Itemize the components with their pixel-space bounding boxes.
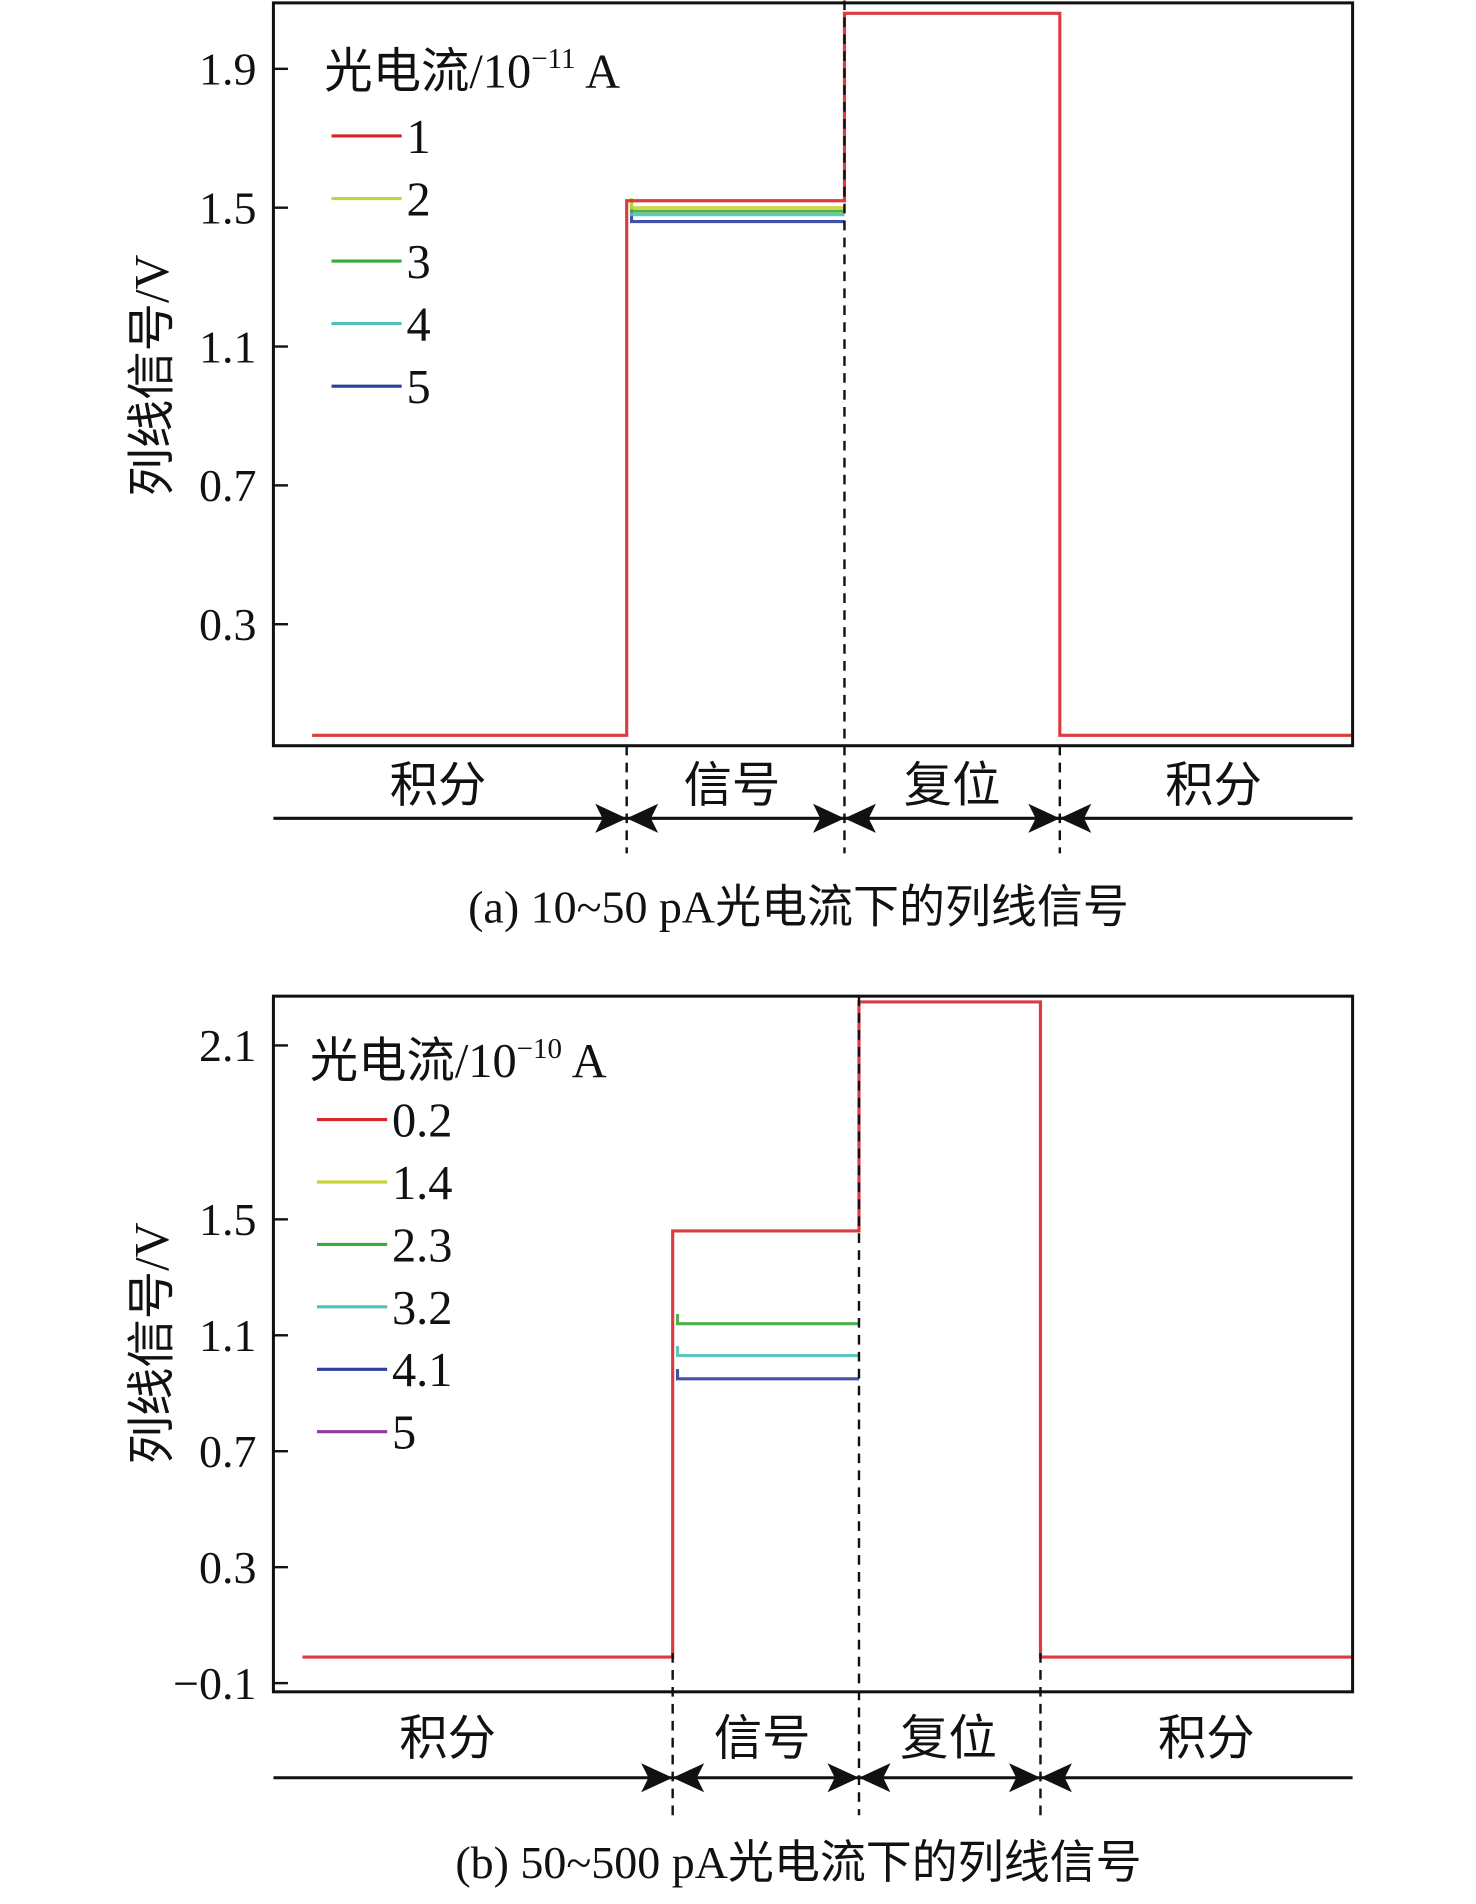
phase-label: 信号	[684, 759, 781, 812]
legend-label: 1.4	[392, 1157, 452, 1210]
legend-title: 光电流/10−11 A	[324, 43, 620, 98]
arrowhead-left	[844, 803, 876, 833]
legend-label: 2.3	[392, 1219, 452, 1272]
legend-label: 3	[407, 236, 431, 289]
arrowhead-right	[827, 1763, 859, 1793]
arrowhead-left	[1040, 1763, 1072, 1793]
y-tick-label: −0.1	[173, 1658, 256, 1709]
legend-title-unit: A	[572, 1035, 607, 1088]
arrowhead-left	[1059, 803, 1092, 833]
y-tick-label: 1.1	[199, 321, 256, 372]
arrowhead-left	[858, 1763, 891, 1793]
figure-caption: (b) 50~500 pA光电流下的列线信号	[455, 1837, 1141, 1888]
legend-label: 2	[407, 173, 431, 226]
y-tick-label: 0.3	[199, 599, 256, 650]
chart-b: 2.1 1.5 1.1 0.7 0.3 −0.1 列线信号/V 光电流/10−10 A 0.2 1.…	[126, 994, 1355, 1888]
y-tick-label: 2.1	[199, 1020, 256, 1071]
series-line-2.3	[675, 1314, 859, 1326]
arrowhead-right	[813, 803, 845, 833]
legend-label: 3.2	[392, 1282, 452, 1335]
y-tick-label: 1.5	[199, 1194, 256, 1245]
series-line-0.2	[302, 1000, 1353, 1659]
arrowhead-right	[1028, 803, 1060, 833]
y-tick-label: 0.3	[199, 1542, 256, 1593]
arrowhead-left	[626, 803, 659, 833]
phase-label: 积分	[1158, 1713, 1255, 1766]
legend-title: 光电流/10−10 A	[310, 1033, 607, 1088]
phase-label: 积分	[1165, 759, 1262, 812]
legend-label: 0.2	[392, 1095, 452, 1148]
phase-label: 积分	[399, 1713, 496, 1766]
arrowhead-left	[672, 1763, 705, 1793]
legend-label: 4.1	[392, 1344, 452, 1397]
legend-title-unit: A	[585, 46, 620, 99]
figure-caption: (a) 10~50 pA光电流下的列线信号	[468, 881, 1129, 932]
legend-label: 5	[407, 361, 431, 414]
chart-a: 1.9 1.5 1.1 0.7 0.3 列线信号/V 光电流/10−11 A 1 2 3 4 5 积分 信号…	[126, 0, 1355, 932]
series-line-4.1	[675, 1369, 859, 1381]
legend-title-text: 光电流/10	[324, 46, 531, 99]
arrowhead-right	[1009, 1763, 1041, 1793]
legend-title-exponent: −10	[517, 1033, 562, 1065]
y-tick-label: 0.7	[199, 1426, 256, 1477]
legend-label: 4	[407, 299, 431, 352]
arrowhead-right	[595, 803, 627, 833]
phase-label: 复位	[904, 759, 1001, 812]
y-tick-label: 1.1	[199, 1310, 256, 1361]
phase-label: 信号	[714, 1713, 811, 1766]
legend-label: 1	[407, 111, 431, 164]
plot-frame	[271, 994, 1355, 1694]
plot-frame	[271, 1, 1355, 748]
series-line-1	[312, 11, 1353, 737]
arrowhead-right	[641, 1763, 673, 1793]
y-tick-label: 1.9	[199, 44, 256, 95]
y-tick-label: 0.7	[199, 460, 256, 511]
phase-label: 积分	[390, 759, 487, 812]
y-tick-label: 1.5	[199, 182, 256, 233]
y-axis-label: 列线信号/V	[126, 1222, 179, 1464]
series-line-3.2	[675, 1345, 859, 1358]
legend-title-text: 光电流/10	[310, 1035, 517, 1088]
legend-title-exponent: −11	[531, 43, 575, 75]
y-axis-label: 列线信号/V	[126, 255, 179, 497]
legend-label: 5	[392, 1407, 416, 1460]
phase-label: 复位	[900, 1713, 997, 1766]
